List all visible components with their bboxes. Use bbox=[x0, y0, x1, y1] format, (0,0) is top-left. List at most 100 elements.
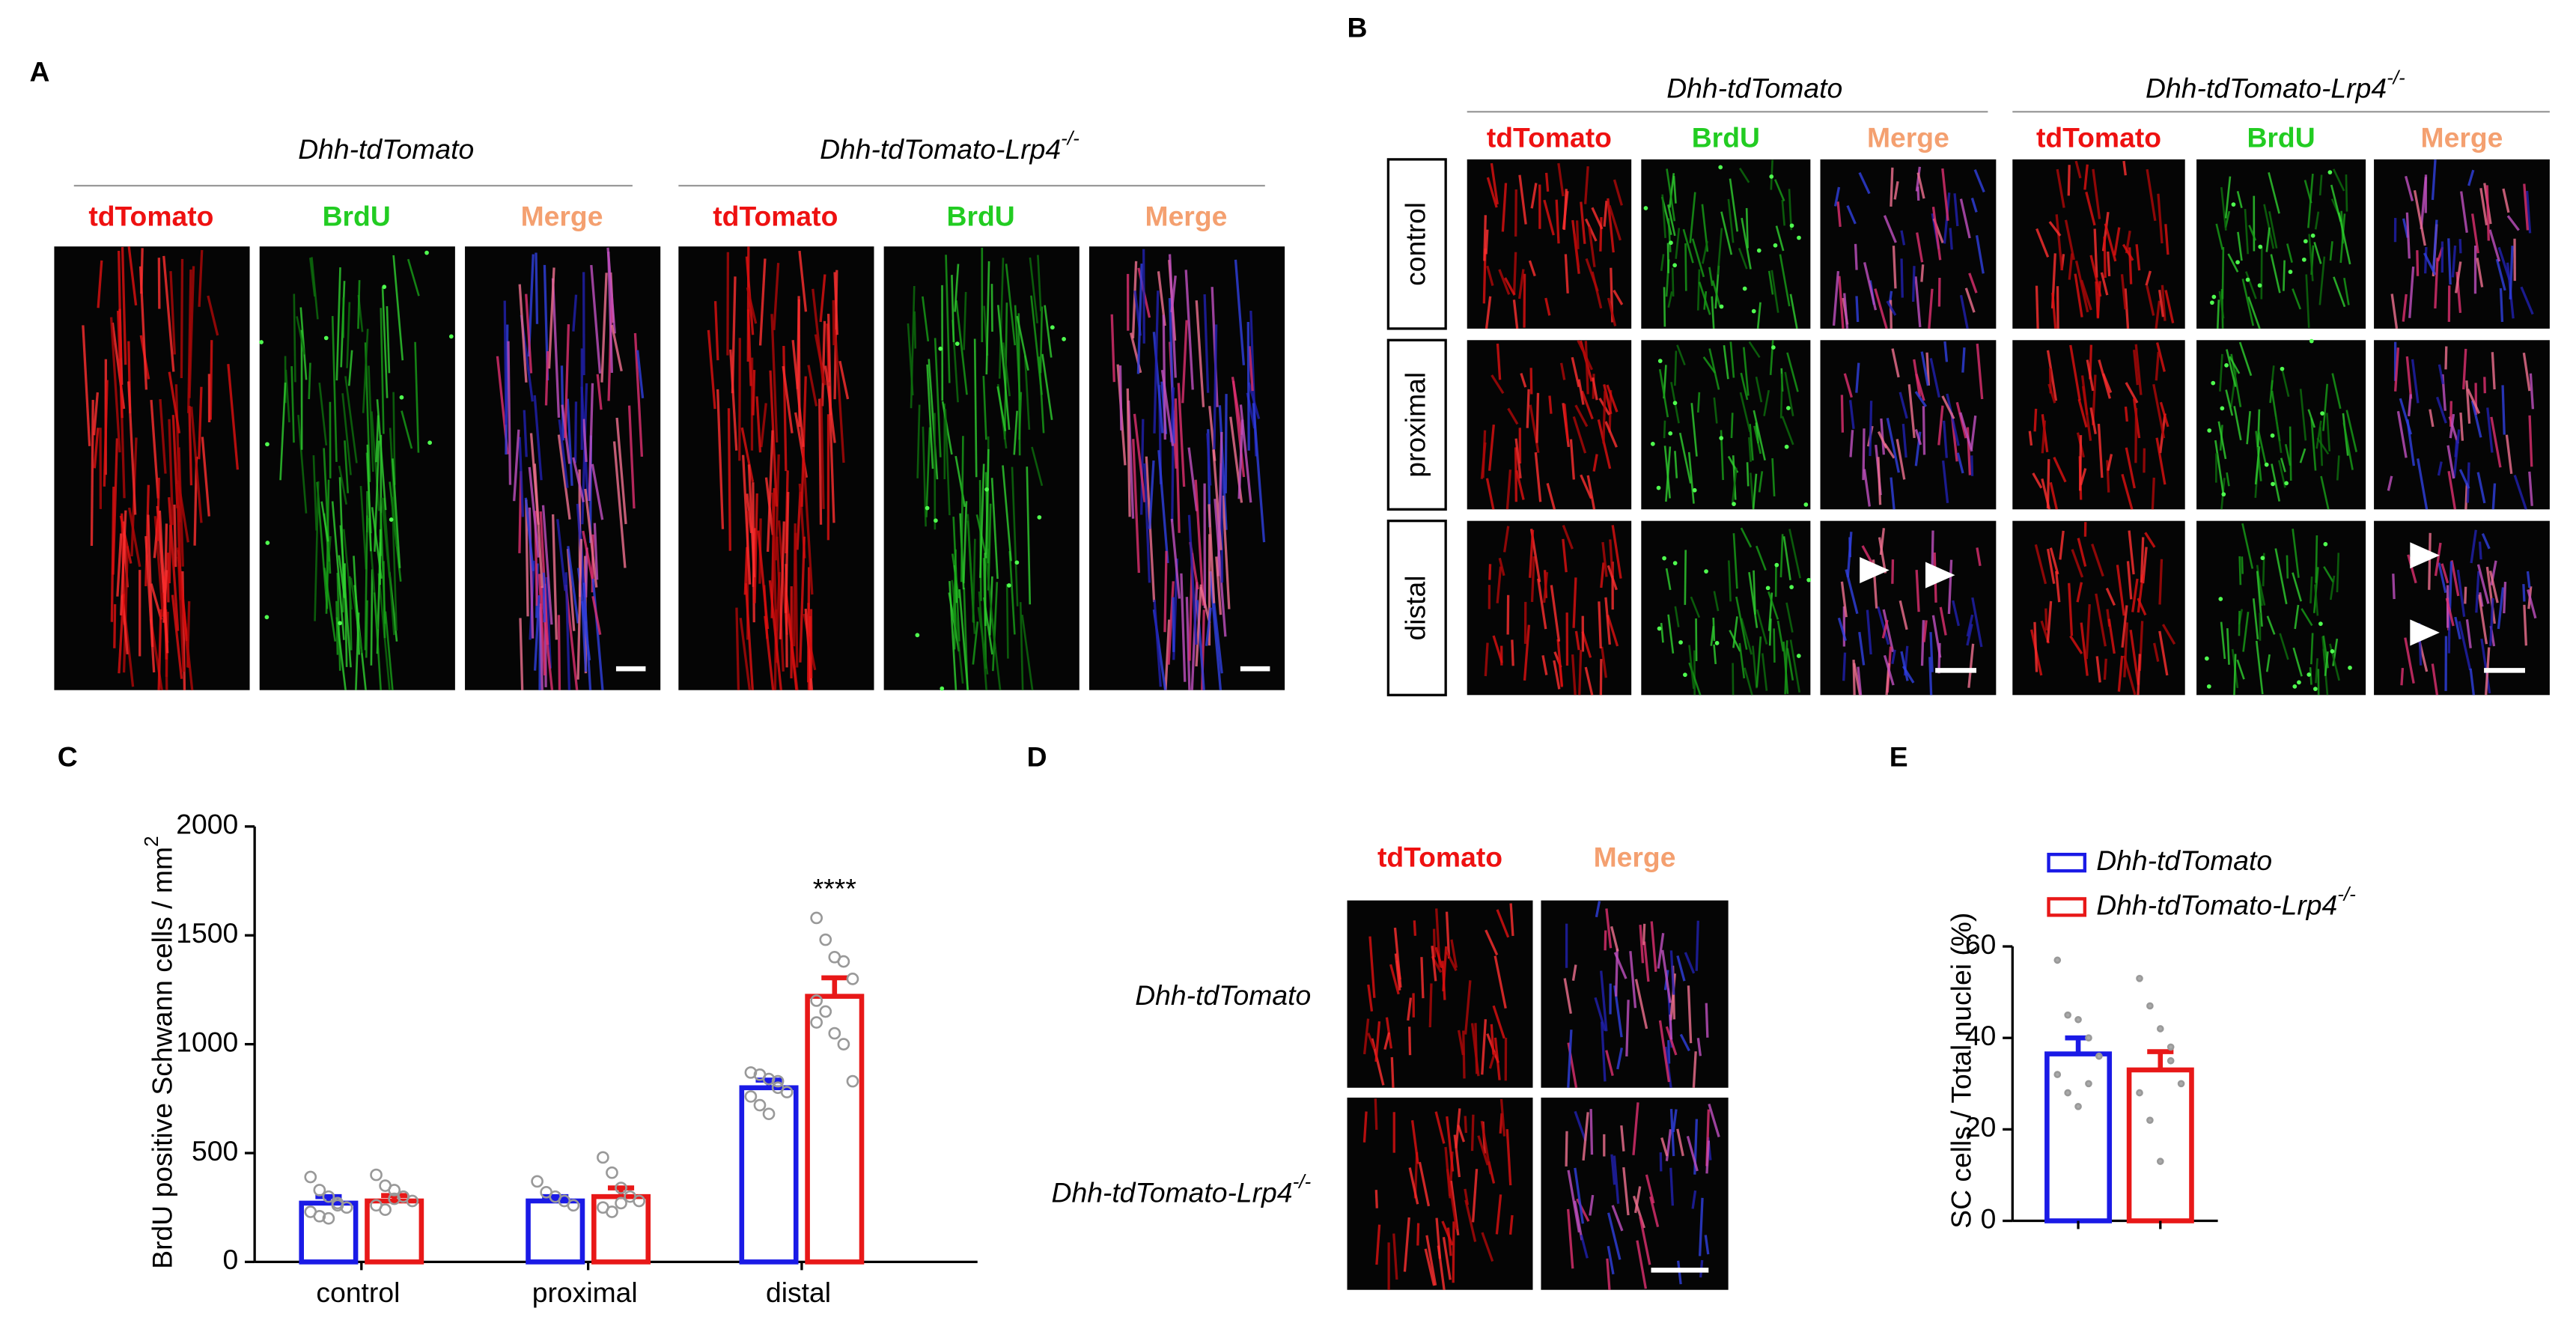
fiber bbox=[818, 398, 823, 525]
fiber bbox=[1857, 666, 1863, 696]
fiber bbox=[1142, 249, 1145, 344]
nucleus bbox=[2257, 283, 2262, 288]
fiber bbox=[507, 341, 512, 485]
fiber bbox=[1170, 518, 1181, 599]
fiber bbox=[1779, 373, 1783, 419]
fiber bbox=[1498, 557, 1505, 577]
fiber bbox=[376, 399, 387, 511]
nucleus bbox=[1014, 560, 1020, 565]
fiber bbox=[293, 294, 296, 383]
fiber bbox=[1509, 903, 1514, 937]
micrograph bbox=[1467, 520, 1632, 696]
fiber bbox=[1698, 282, 1711, 315]
fiber bbox=[1143, 463, 1151, 583]
fiber bbox=[1611, 1205, 1624, 1232]
fiber bbox=[1362, 1018, 1370, 1055]
fiber bbox=[2509, 246, 2514, 299]
fiber bbox=[368, 365, 374, 472]
panel-label: B bbox=[1348, 11, 1368, 43]
fiber bbox=[2144, 532, 2156, 548]
fiber bbox=[1607, 297, 1617, 326]
fiber bbox=[2413, 189, 2426, 246]
fiber bbox=[2454, 261, 2462, 294]
legend-label-main: Dhh-tdTomato-Lrp4 bbox=[2096, 889, 2337, 920]
fiber bbox=[1665, 446, 1672, 502]
nucleus bbox=[1742, 286, 1747, 291]
fiber bbox=[973, 338, 978, 478]
fiber bbox=[2315, 658, 2318, 684]
fiber bbox=[365, 600, 368, 658]
fiber bbox=[1898, 600, 1908, 630]
fiber bbox=[1674, 350, 1678, 386]
fiber bbox=[1943, 341, 1949, 362]
fiber bbox=[1604, 930, 1607, 951]
fiber bbox=[1505, 1128, 1512, 1186]
fiber bbox=[2390, 294, 2399, 329]
fiber bbox=[1574, 1110, 1587, 1142]
channel-label: Merge bbox=[1594, 842, 1676, 873]
fiber bbox=[2405, 356, 2413, 399]
fiber bbox=[1711, 280, 1721, 307]
data-point bbox=[322, 1190, 335, 1203]
fiber bbox=[1607, 614, 1619, 647]
fiber bbox=[2314, 584, 2319, 616]
fiber bbox=[1788, 529, 1801, 579]
fiber bbox=[1756, 636, 1762, 687]
fiber bbox=[2215, 223, 2224, 250]
fiber bbox=[2292, 529, 2300, 578]
fiber bbox=[357, 280, 361, 329]
fiber bbox=[2393, 347, 2400, 392]
fiber bbox=[566, 548, 576, 631]
fiber bbox=[1424, 1248, 1436, 1286]
fiber bbox=[518, 284, 528, 383]
fiber bbox=[746, 309, 752, 386]
fiber bbox=[2417, 458, 2429, 510]
fiber bbox=[1523, 273, 1526, 328]
fiber bbox=[1976, 343, 1984, 400]
fiber bbox=[2470, 213, 2479, 254]
fiber bbox=[2113, 227, 2121, 256]
fiber bbox=[342, 529, 353, 610]
fiber bbox=[103, 380, 109, 487]
arrowhead bbox=[1925, 562, 1955, 589]
nucleus bbox=[2235, 260, 2240, 265]
fiber bbox=[2505, 434, 2513, 474]
fiber bbox=[591, 595, 602, 635]
fiber bbox=[1929, 358, 1940, 398]
fiber bbox=[1676, 955, 1686, 982]
fiber bbox=[1514, 447, 1517, 502]
fiber bbox=[1746, 462, 1750, 487]
nucleus bbox=[2301, 257, 2306, 262]
group-title: Dhh-tdTomato bbox=[1666, 73, 1842, 104]
fiber bbox=[979, 463, 985, 578]
fiber bbox=[2145, 270, 2152, 286]
nucleus bbox=[389, 517, 394, 522]
fiber bbox=[2402, 294, 2408, 322]
fiber bbox=[1900, 651, 1909, 681]
fiber bbox=[798, 250, 808, 312]
fiber bbox=[2134, 344, 2143, 395]
nucleus bbox=[1668, 431, 1673, 436]
nucleus bbox=[925, 505, 930, 511]
nucleus bbox=[323, 335, 329, 341]
fiber bbox=[1854, 243, 1858, 270]
channel-label: Merge bbox=[1867, 121, 1949, 153]
fiber bbox=[1916, 186, 1920, 201]
fiber bbox=[1890, 167, 1894, 207]
row-label: control bbox=[1400, 202, 1431, 286]
fiber bbox=[1967, 643, 1975, 688]
fiber bbox=[1682, 228, 1694, 264]
fiber bbox=[576, 538, 583, 680]
fiber bbox=[173, 504, 177, 568]
fiber bbox=[1452, 1221, 1455, 1283]
fiber bbox=[1973, 169, 1985, 193]
fiber bbox=[1704, 1235, 1710, 1255]
fiber bbox=[375, 415, 380, 463]
data-point bbox=[837, 955, 850, 968]
fiber bbox=[1622, 1167, 1630, 1216]
fiber bbox=[2292, 647, 2303, 677]
nucleus bbox=[2260, 556, 2265, 561]
fiber bbox=[1511, 639, 1514, 666]
fiber bbox=[2270, 254, 2281, 294]
fiber bbox=[1496, 566, 1502, 603]
